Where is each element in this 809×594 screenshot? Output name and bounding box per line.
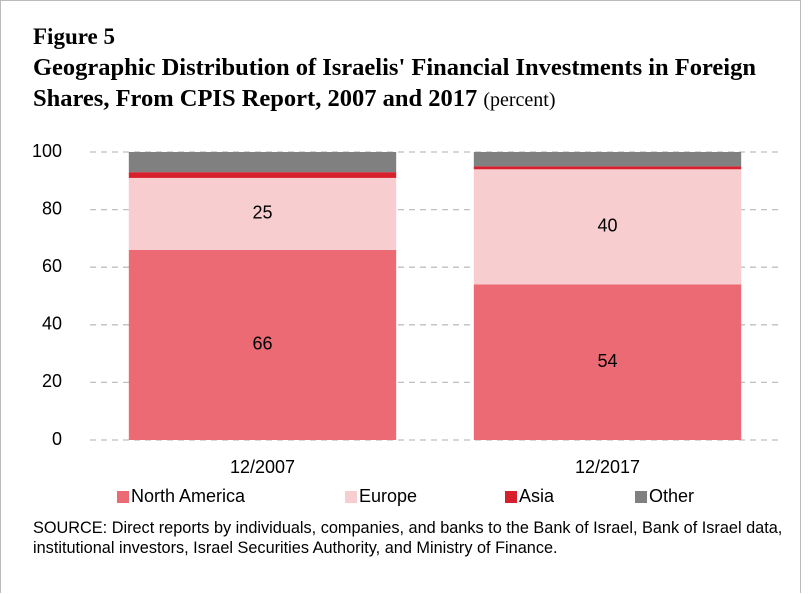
bar-segment xyxy=(473,284,742,440)
figure-label: Figure 5 xyxy=(33,24,115,49)
data-label: 54 xyxy=(597,351,617,371)
bar-segment xyxy=(473,169,742,285)
y-tick-label: 100 xyxy=(32,141,62,161)
chart-title: Geographic Distribution of Israelis' Fin… xyxy=(33,54,756,112)
title-block: Geographic Distribution of Israelis' Fin… xyxy=(33,52,803,116)
data-label: 40 xyxy=(597,216,617,236)
y-tick-label: 0 xyxy=(52,429,62,449)
legend-swatch xyxy=(505,491,517,503)
bar-segment xyxy=(128,249,397,440)
legend-label: Europe xyxy=(359,486,417,506)
y-tick-label: 20 xyxy=(42,371,62,391)
legend-label: Asia xyxy=(519,486,555,506)
y-tick-label: 80 xyxy=(42,198,62,218)
bar-segment xyxy=(128,177,397,250)
header: Figure 5 Geographic Distribution of Isra… xyxy=(33,22,803,116)
data-label: 25 xyxy=(252,203,272,223)
bar-segment xyxy=(473,166,742,170)
legend-label: Other xyxy=(649,486,694,506)
legend-swatch xyxy=(345,491,357,503)
y-tick-label: 60 xyxy=(42,256,62,276)
data-label: 66 xyxy=(252,334,272,354)
bar-segment xyxy=(128,172,397,178)
legend-swatch xyxy=(117,491,129,503)
legend-swatch xyxy=(635,491,647,503)
x-tick-label: 12/2007 xyxy=(230,457,295,477)
y-tick-label: 40 xyxy=(42,314,62,334)
x-tick-label: 12/2017 xyxy=(575,457,640,477)
bar-segment xyxy=(128,152,397,173)
legend-label: North America xyxy=(131,486,246,506)
bar-segment xyxy=(473,152,742,167)
unit: (percent) xyxy=(483,89,556,111)
source: SOURCE: Direct reports by individuals, c… xyxy=(33,519,783,557)
